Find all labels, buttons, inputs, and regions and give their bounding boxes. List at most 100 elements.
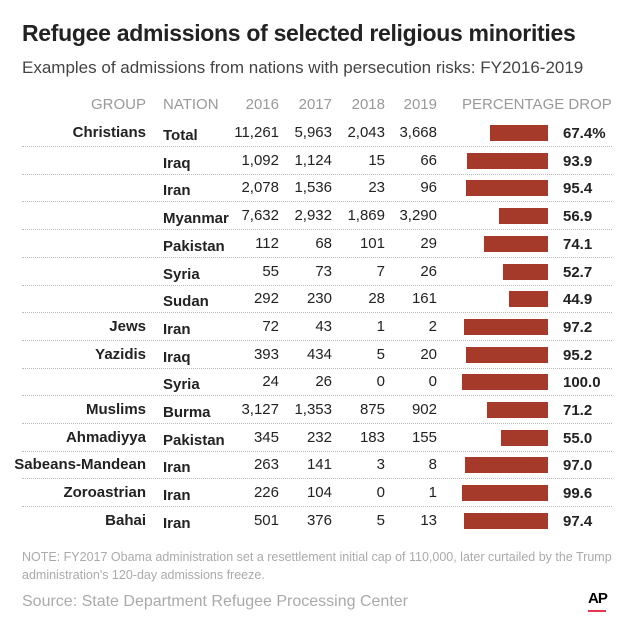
value-2018: 15	[368, 151, 385, 169]
percentage-drop-label: 97.0	[563, 457, 593, 475]
percentage-drop-bar	[464, 457, 548, 474]
value-2017: 141	[306, 456, 332, 474]
nation-cell: Iran	[163, 487, 191, 505]
value-2018: 0	[376, 373, 385, 391]
nation-cell: Myanmar	[163, 210, 229, 228]
value-2016: 393	[253, 345, 279, 363]
row-divider	[22, 173, 612, 175]
nation-cell: Iran	[163, 459, 191, 477]
table-row: Iraq 1,092 1,124 15 66 93.9	[0, 147, 622, 175]
value-2016: 11,261	[234, 124, 279, 141]
value-2017: 232	[306, 428, 332, 446]
value-2018: 1,869	[347, 207, 385, 225]
nation-cell: Iran	[163, 320, 191, 338]
header-percentage-drop: PERCENTAGE DROP	[462, 96, 612, 113]
percentage-drop-label: 71.2	[563, 402, 593, 419]
value-2018: 0	[376, 484, 385, 502]
value-2018: 23	[368, 179, 385, 197]
table-row: Bahai Iran 501 376 5 13 97.4	[0, 507, 622, 535]
value-2018: 7	[376, 262, 385, 280]
table-row: Muslims Burma 3,127 1,353 875 902 71.2	[0, 396, 622, 424]
nation-cell: Pakistan	[163, 431, 225, 449]
header-nation: NATION	[163, 96, 219, 113]
value-2016: 263	[253, 456, 279, 474]
percentage-drop-label: 93.9	[563, 152, 593, 170]
percentage-drop-label: 99.6	[563, 485, 593, 503]
table-row: Sudan 292 230 28 161 44.9	[0, 285, 622, 314]
value-2017: 1,124	[294, 151, 332, 169]
value-2017: 1,536	[294, 179, 332, 197]
value-2019: 0	[428, 373, 437, 391]
row-divider	[22, 146, 612, 147]
row-divider	[22, 423, 612, 424]
value-2016: 55	[262, 262, 279, 280]
row-divider	[22, 201, 612, 203]
value-2017: 43	[315, 317, 332, 335]
table-row: Iran 2,078 1,536 23 96 95.4	[0, 174, 622, 203]
table-row: Jews Iran 72 43 1 2 97.2	[0, 313, 622, 341]
value-2017: 1,353	[294, 401, 332, 418]
value-2017: 434	[306, 345, 332, 363]
percentage-drop-label: 52.7	[563, 263, 593, 281]
group-cell: Jews	[109, 317, 146, 335]
percentage-drop-bar	[509, 291, 548, 308]
value-2017: 376	[306, 511, 332, 529]
nation-cell: Total	[163, 127, 198, 144]
table-row: Syria 24 26 0 0 100.0	[0, 368, 622, 397]
value-2016: 345	[253, 428, 279, 446]
percentage-drop-bar	[465, 180, 548, 197]
value-2017: 2,932	[294, 207, 332, 225]
value-2016: 2,078	[241, 179, 279, 197]
nation-cell: Iraq	[163, 154, 191, 172]
value-2016: 226	[253, 484, 279, 502]
percentage-drop-label: 44.9	[563, 291, 593, 309]
percentage-drop-bar	[502, 263, 548, 280]
percentage-drop-label: 97.4	[563, 512, 593, 530]
value-2018: 875	[359, 401, 385, 418]
percentage-drop-bar	[486, 402, 548, 418]
header-2016: 2016	[245, 96, 279, 113]
header-2018: 2018	[351, 96, 385, 113]
source-text: Source: State Department Refugee Process…	[22, 593, 408, 610]
value-2018: 5	[376, 511, 385, 529]
table-row: Ahmadiyya Pakistan 345 232 183 155 55.0	[0, 424, 622, 452]
table-row: Christians Total 11,261 5,963 2,043 3,668 67.4…	[0, 119, 622, 147]
value-2016: 112	[255, 234, 279, 252]
nation-cell: Iran	[163, 514, 191, 532]
nation-cell: Burma	[163, 404, 211, 421]
value-2016: 501	[253, 511, 279, 529]
row-divider	[22, 284, 612, 286]
row-divider	[22, 256, 612, 258]
nation-cell: Syria	[163, 376, 200, 394]
group-cell: Zoroastrian	[63, 484, 146, 502]
row-divider	[22, 312, 612, 314]
value-2018: 3	[376, 456, 385, 474]
percentage-drop-label: 56.9	[563, 208, 593, 226]
value-2019: 1	[428, 484, 437, 502]
value-2016: 7,632	[241, 207, 279, 225]
value-2019: 13	[420, 511, 437, 529]
percentage-drop-bar	[484, 235, 548, 252]
header-2019: 2019	[403, 96, 437, 113]
percentage-drop-bar	[466, 346, 548, 363]
value-2019: 3,668	[399, 124, 437, 141]
row-divider	[22, 339, 612, 341]
row-divider	[22, 478, 612, 480]
value-2017: 104	[306, 484, 332, 502]
percentage-drop-label: 74.1	[563, 235, 593, 253]
percentage-drop-bar	[490, 125, 548, 141]
percentage-drop-label: 67.4%	[563, 125, 606, 142]
percentage-drop-label: 100.0	[563, 374, 601, 392]
value-2016: 24	[262, 373, 279, 391]
value-2019: 2	[428, 317, 437, 335]
value-2019: 3,290	[399, 207, 437, 225]
table-row: Zoroastrian Iran 226 104 0 1 99.6	[0, 479, 622, 508]
header-2017: 2017	[298, 96, 332, 113]
group-cell: Yazidis	[95, 345, 146, 363]
chart-title: Refugee admissions of selected religious…	[22, 20, 576, 46]
table-row: Syria 55 73 7 26 52.7	[0, 258, 622, 286]
table-row: Yazidis Iraq 393 434 5 20 95.2	[0, 341, 622, 369]
percentage-drop-bar	[462, 374, 548, 391]
value-2019: 96	[420, 179, 437, 197]
percentage-drop-bar	[467, 152, 548, 169]
